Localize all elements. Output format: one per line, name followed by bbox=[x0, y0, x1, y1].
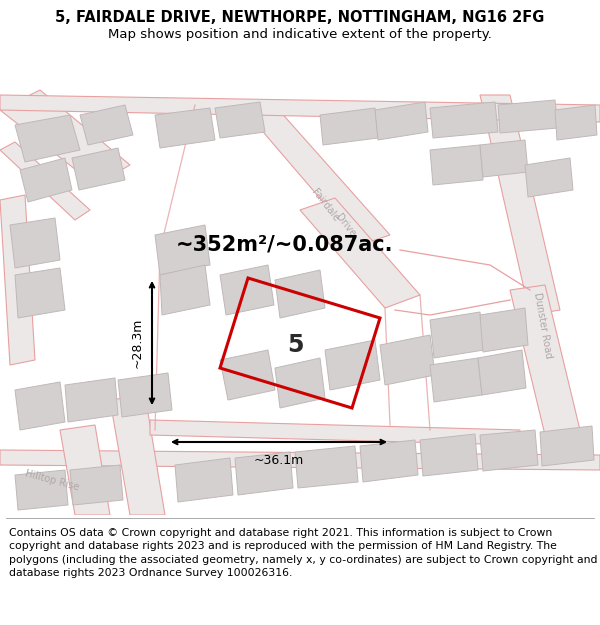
Polygon shape bbox=[498, 100, 558, 133]
Text: Hilltop Rise: Hilltop Rise bbox=[24, 468, 80, 492]
Polygon shape bbox=[15, 115, 80, 162]
Polygon shape bbox=[480, 95, 560, 315]
Text: Fairdale: Fairdale bbox=[309, 187, 341, 223]
Polygon shape bbox=[480, 308, 528, 352]
Polygon shape bbox=[15, 470, 68, 510]
Text: ~36.1m: ~36.1m bbox=[254, 454, 304, 467]
Polygon shape bbox=[360, 440, 418, 482]
Polygon shape bbox=[0, 195, 35, 365]
Polygon shape bbox=[10, 218, 60, 268]
Polygon shape bbox=[0, 450, 600, 470]
Polygon shape bbox=[155, 108, 215, 148]
Polygon shape bbox=[240, 100, 390, 245]
Polygon shape bbox=[555, 105, 597, 140]
Polygon shape bbox=[235, 452, 293, 495]
Polygon shape bbox=[295, 446, 358, 488]
Polygon shape bbox=[15, 268, 65, 318]
Polygon shape bbox=[15, 382, 65, 430]
Polygon shape bbox=[60, 425, 110, 515]
Polygon shape bbox=[430, 312, 484, 358]
Text: Drive: Drive bbox=[333, 212, 357, 238]
Polygon shape bbox=[320, 108, 378, 145]
Text: 5, FAIRDALE DRIVE, NEWTHORPE, NOTTINGHAM, NG16 2FG: 5, FAIRDALE DRIVE, NEWTHORPE, NOTTINGHAM… bbox=[55, 10, 545, 25]
Polygon shape bbox=[275, 358, 325, 408]
Text: 5: 5 bbox=[287, 333, 303, 357]
Polygon shape bbox=[72, 148, 125, 190]
Polygon shape bbox=[118, 373, 172, 417]
Polygon shape bbox=[220, 350, 275, 400]
Polygon shape bbox=[80, 105, 133, 145]
Polygon shape bbox=[430, 358, 482, 402]
Polygon shape bbox=[0, 90, 130, 185]
Polygon shape bbox=[0, 142, 90, 220]
Polygon shape bbox=[430, 145, 483, 185]
Polygon shape bbox=[150, 420, 520, 445]
Polygon shape bbox=[160, 265, 210, 315]
Polygon shape bbox=[215, 102, 265, 138]
Polygon shape bbox=[380, 335, 435, 385]
Polygon shape bbox=[420, 434, 478, 476]
Text: ~28.3m: ~28.3m bbox=[131, 318, 144, 368]
Polygon shape bbox=[480, 140, 528, 177]
Polygon shape bbox=[300, 198, 420, 308]
Polygon shape bbox=[430, 102, 498, 138]
Polygon shape bbox=[478, 350, 526, 395]
Polygon shape bbox=[65, 378, 118, 422]
Polygon shape bbox=[155, 225, 210, 275]
Text: Dunster Road: Dunster Road bbox=[532, 291, 554, 359]
Polygon shape bbox=[220, 265, 274, 315]
Polygon shape bbox=[540, 426, 594, 466]
Polygon shape bbox=[0, 95, 600, 122]
Polygon shape bbox=[375, 102, 428, 140]
Polygon shape bbox=[275, 270, 325, 318]
Polygon shape bbox=[525, 158, 573, 197]
Polygon shape bbox=[480, 430, 538, 471]
Polygon shape bbox=[325, 340, 380, 390]
Polygon shape bbox=[70, 465, 123, 505]
Text: ~352m²/~0.087ac.: ~352m²/~0.087ac. bbox=[176, 235, 394, 255]
Polygon shape bbox=[110, 395, 165, 515]
Text: Map shows position and indicative extent of the property.: Map shows position and indicative extent… bbox=[108, 28, 492, 41]
Text: Contains OS data © Crown copyright and database right 2021. This information is : Contains OS data © Crown copyright and d… bbox=[9, 528, 598, 578]
Polygon shape bbox=[175, 458, 233, 502]
Polygon shape bbox=[510, 285, 580, 435]
Polygon shape bbox=[20, 158, 72, 202]
